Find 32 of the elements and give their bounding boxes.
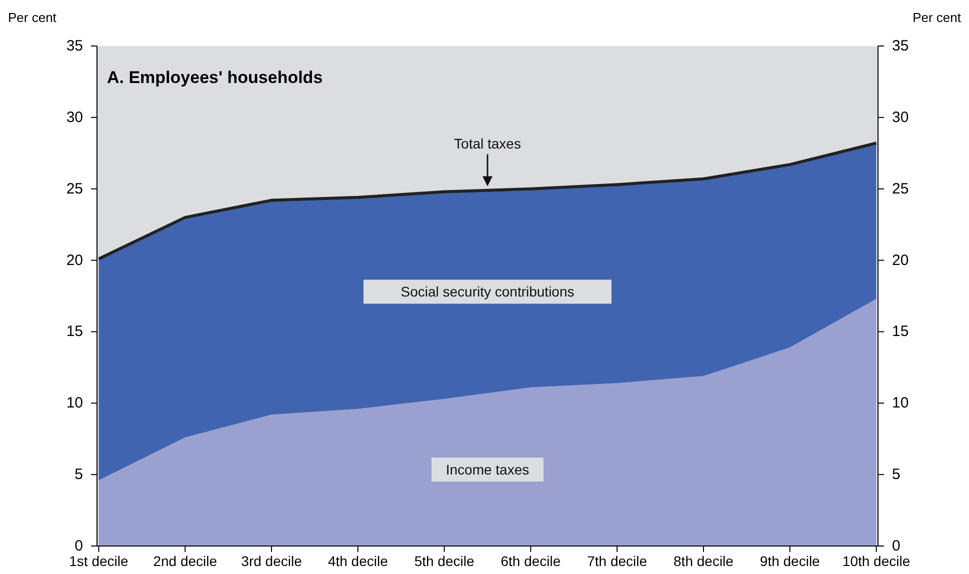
x-tick-label: 1st decile [69, 553, 129, 569]
y-tick-label: 0 [74, 538, 83, 554]
y2-tick-label: 0 [892, 538, 900, 554]
y2-tick-label: 20 [892, 252, 909, 269]
y2-tick-label: 35 [892, 38, 909, 54]
x-tick-label: 3rd decile [241, 553, 302, 569]
y-tick-label: 10 [66, 394, 83, 412]
y-axis-title: Per cent [8, 10, 57, 25]
y-tick-label: 20 [66, 252, 83, 269]
annotation: Total taxes [454, 135, 521, 152]
x-tick-label: 5th decile [414, 553, 474, 569]
x-tick-label: 9th decile [760, 553, 820, 569]
y-tick-label: 5 [74, 466, 83, 484]
y-tick-label: 25 [66, 180, 83, 198]
y2-tick-label: 15 [892, 323, 909, 340]
x-tick-label: 10th decile [842, 553, 910, 569]
text: A. Employees' households [107, 68, 323, 87]
x-tick-label: 2nd decile [153, 553, 218, 569]
y-tick-label: 15 [66, 323, 83, 340]
x-tick-label: 6th decile [500, 553, 561, 569]
x-tick-label: 7th decile [587, 553, 648, 569]
y2-tick-label: 30 [892, 108, 909, 126]
y-tick-label: 35 [66, 38, 83, 54]
series-label: Social security contributions [400, 284, 574, 300]
y2-tick-label: 10 [892, 394, 909, 412]
x-tick-label: 4th decile [328, 553, 388, 569]
y2-tick-label: 5 [892, 466, 900, 484]
x-tick-label: 8th decile [674, 553, 734, 569]
y-tick-label: 30 [66, 108, 83, 126]
y2-axis-title: Per cent [912, 10, 962, 25]
series-label: Income taxes [446, 462, 530, 478]
y2-tick-label: 25 [892, 180, 909, 198]
